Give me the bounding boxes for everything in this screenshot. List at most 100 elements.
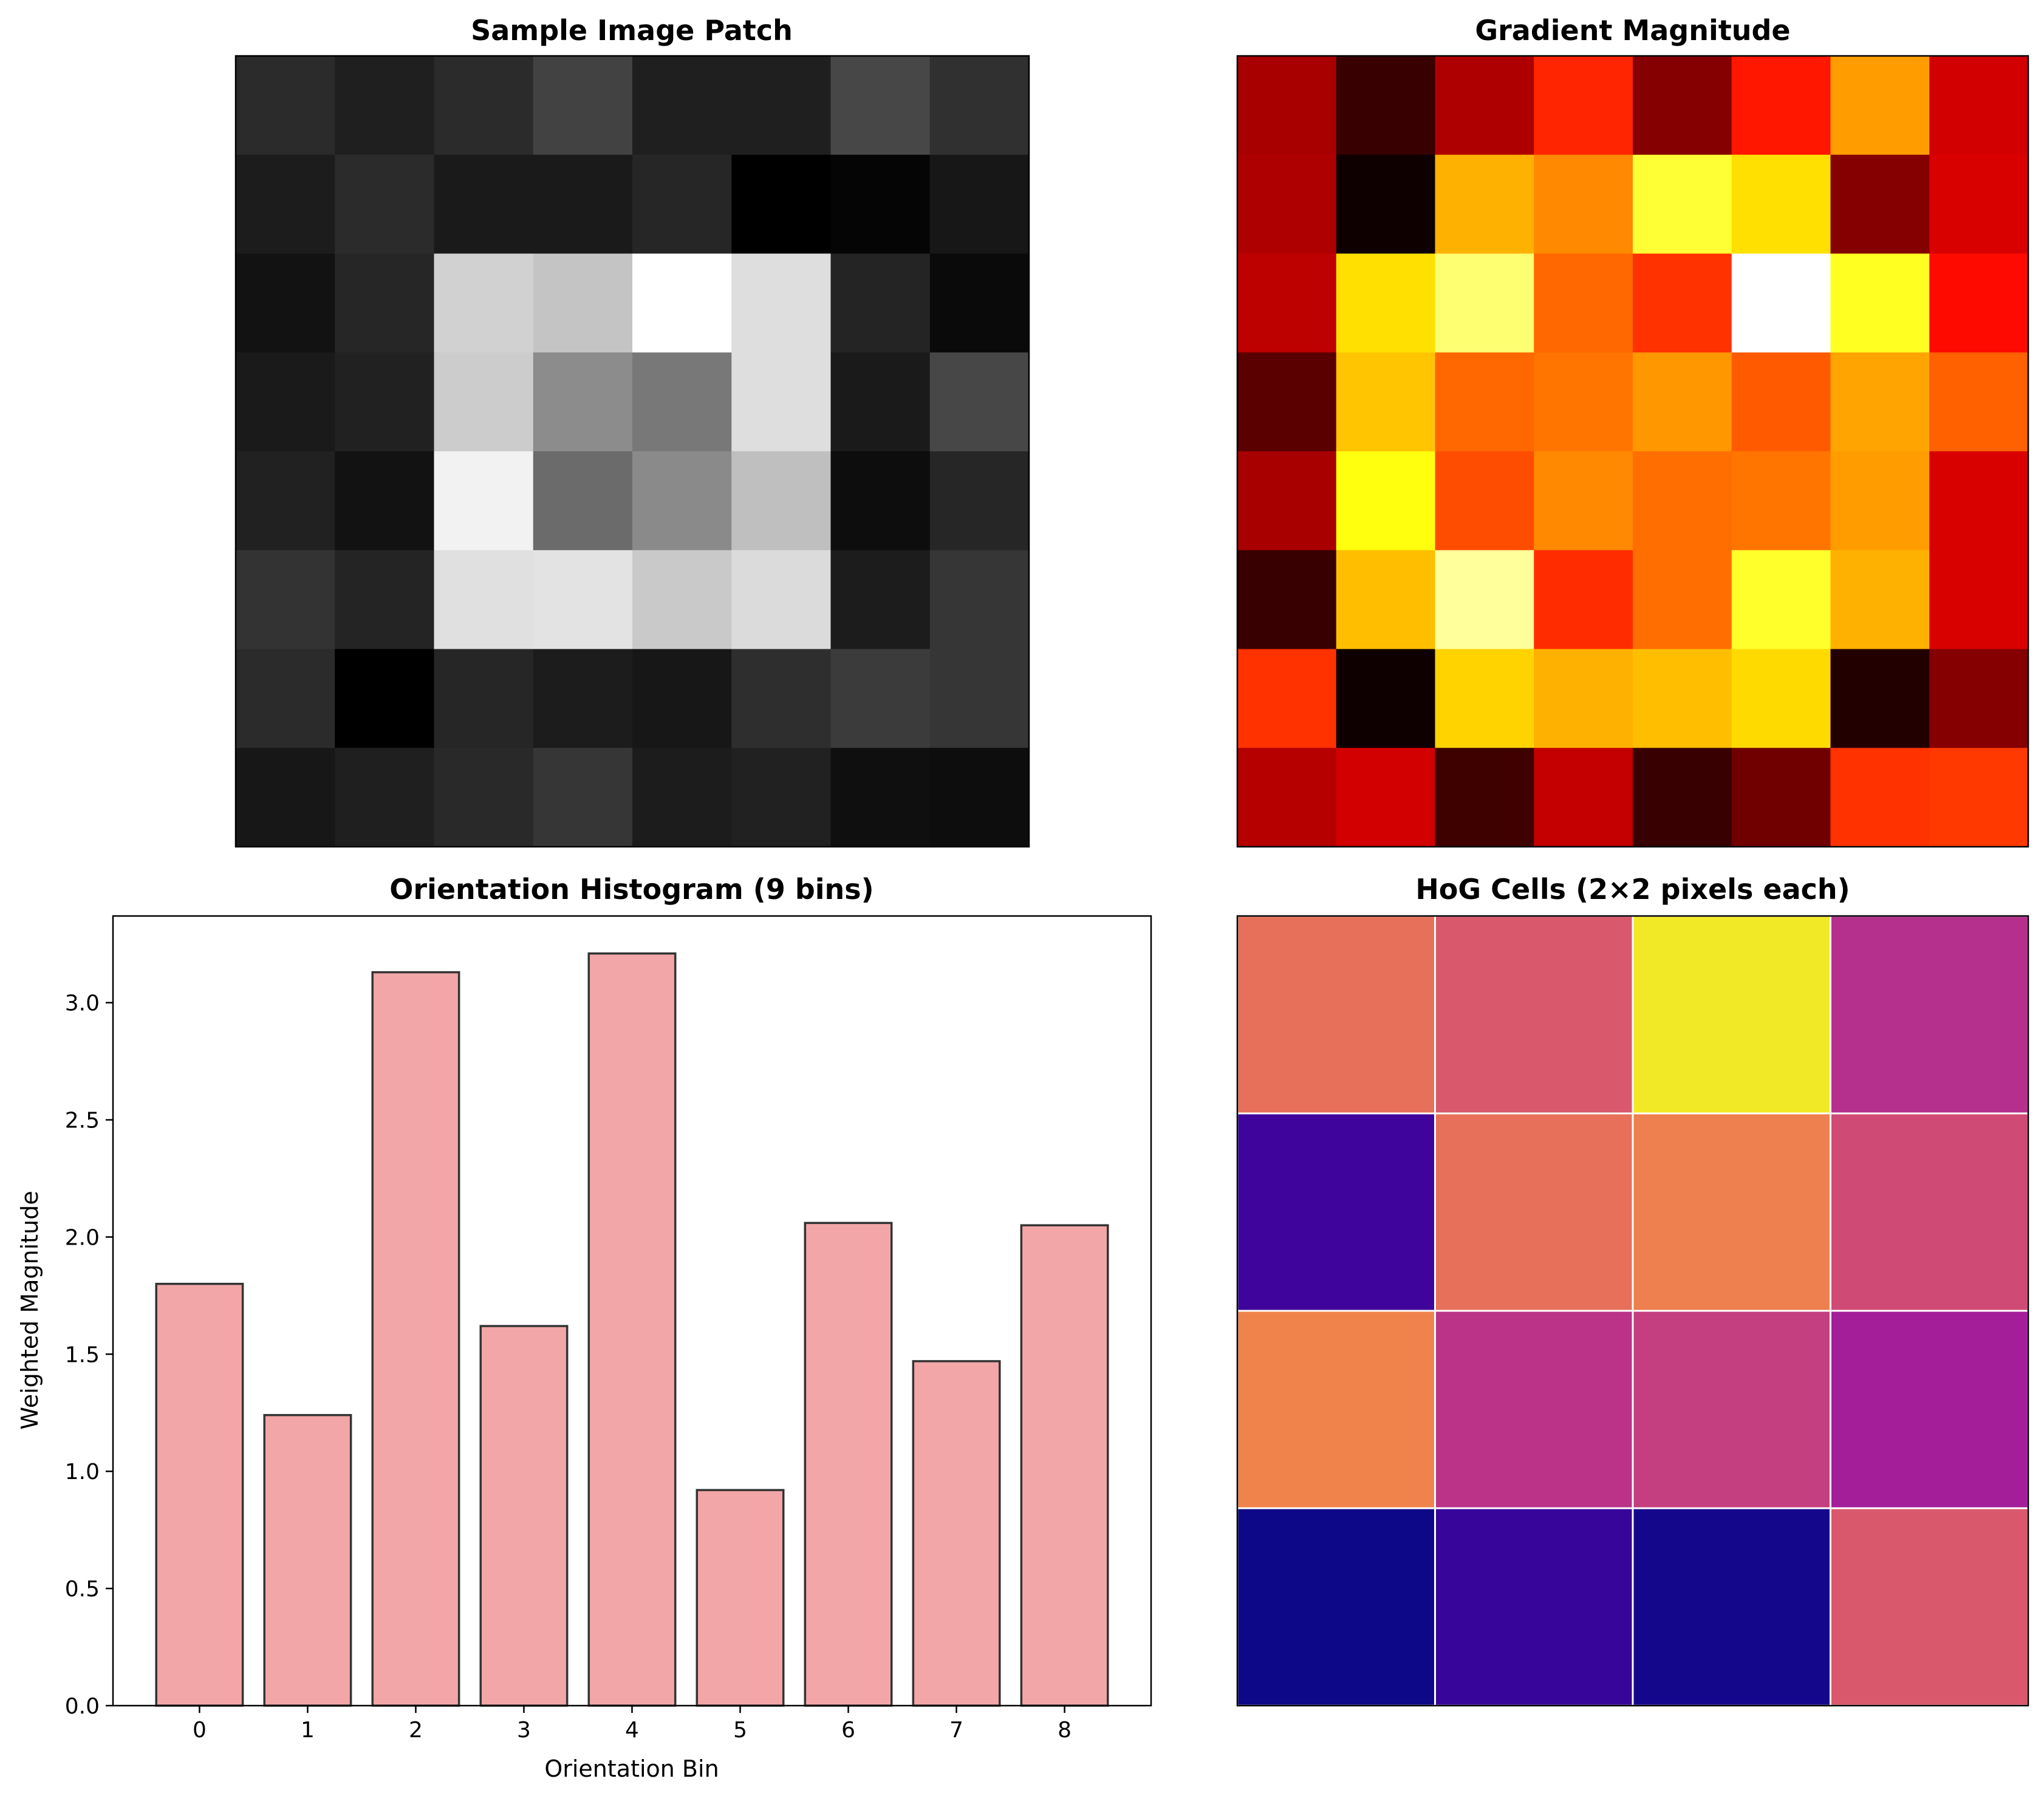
patch-cell [236, 748, 335, 847]
patch-cell [236, 550, 335, 649]
patch-cell [830, 451, 931, 551]
patch-cell [731, 748, 831, 847]
hog-cell [1434, 915, 1634, 1115]
patch-cell [434, 748, 534, 847]
patch-cell [335, 352, 434, 452]
patch-cell [929, 649, 1030, 748]
hog-cell [1236, 1507, 1436, 1707]
x-tick-label: 4 [625, 1718, 639, 1743]
gradient-cell [1237, 56, 1337, 155]
histogram-title: Orientation Histogram (9 bins) [389, 873, 873, 906]
patch-cell [236, 451, 335, 551]
gradient-cell [1534, 451, 1633, 551]
patch-cell [335, 56, 434, 155]
gradient-cell [1830, 154, 1930, 254]
gradient-cell [1633, 649, 1732, 748]
gradient-cell [1731, 451, 1831, 551]
patch-cell [731, 253, 831, 353]
gradient-cell [1929, 451, 2029, 551]
patch-cell [533, 352, 633, 452]
patch-cell [929, 56, 1030, 155]
x-tick-label: 8 [1058, 1718, 1072, 1743]
y-tick-label: 1.0 [65, 1460, 100, 1485]
gradient-cell [1435, 154, 1534, 254]
patch-cell [533, 649, 633, 748]
gradient-cell [1929, 550, 2029, 649]
histogram-ylabel: Weighted Magnitude [16, 1191, 43, 1429]
hog-cell [1632, 1310, 1831, 1509]
gradient-cell [1830, 550, 1930, 649]
x-tick-label: 3 [517, 1718, 531, 1743]
histogram-bar [1020, 1224, 1109, 1707]
gradient-cell [1435, 649, 1534, 748]
gradient-cell [1731, 352, 1831, 452]
gradient-cell [1830, 56, 1930, 155]
patch-cell [632, 649, 732, 748]
patch-cell [929, 154, 1030, 254]
gradient-cell [1534, 56, 1633, 155]
patch-cell [533, 154, 633, 254]
hog-cell [1830, 1507, 2029, 1707]
gradient-cell [1237, 550, 1337, 649]
x-tick-label: 6 [841, 1718, 855, 1743]
hog-cell [1632, 1112, 1831, 1312]
patch-cell [830, 649, 931, 748]
patch-cell [632, 451, 732, 551]
hog-cell [1632, 1507, 1831, 1707]
patch-cell [236, 649, 335, 748]
gradient-cell [1237, 154, 1337, 254]
histogram-plot: 0 1 2 3 4 5 6 7 8 0.0 0.5 1.0 1.5 2.0 2.5 3.0 [65, 915, 1152, 1743]
gradient-cell [1830, 352, 1930, 452]
patch-cell [335, 154, 434, 254]
gradient-cell [1633, 154, 1732, 254]
x-tick-label: 1 [301, 1718, 315, 1743]
histogram-bar [696, 1489, 785, 1707]
patch-frame [234, 55, 1030, 848]
patch-cell [830, 56, 931, 155]
patch-cell [434, 253, 534, 353]
histogram-bar [804, 1222, 893, 1707]
gradient-cell [1731, 649, 1831, 748]
patch-cell [830, 550, 931, 649]
patch-cell [434, 56, 534, 155]
patch-cell [236, 56, 335, 155]
gradient-cell [1731, 550, 1831, 649]
patch-title: Sample Image Patch [471, 14, 793, 47]
gradient-cell [1435, 253, 1534, 353]
gradient-cell [1633, 748, 1732, 847]
gradient-cell [1534, 550, 1633, 649]
patch-cell [434, 451, 534, 551]
x-tick-label: 7 [949, 1718, 963, 1743]
patch-cell [236, 352, 335, 452]
histogram-bar [587, 952, 677, 1707]
hog-cell [1236, 915, 1436, 1115]
gradient-cell [1633, 253, 1732, 353]
gradient-cell [1633, 550, 1732, 649]
patch-cell [632, 253, 732, 353]
gradient-title: Gradient Magnitude [1475, 14, 1790, 47]
gradient-cell [1633, 56, 1732, 155]
gradient-cell [1633, 352, 1732, 452]
patch-cell [236, 253, 335, 353]
gradient-cell [1830, 451, 1930, 551]
patch-cell [731, 56, 831, 155]
gradient-cell [1929, 352, 2029, 452]
gradient-cell [1435, 550, 1534, 649]
y-tick-label: 1.5 [65, 1342, 100, 1367]
patch-cell [731, 550, 831, 649]
y-tick-label: 2.0 [65, 1225, 100, 1250]
gradient-cell [1731, 154, 1831, 254]
gradient-cell [1731, 253, 1831, 353]
gradient-cell [1929, 649, 2029, 748]
hog-frame [1236, 915, 2029, 1707]
patch-cell [533, 253, 633, 353]
patch-cell [929, 748, 1030, 847]
gradient-cell [1237, 352, 1337, 452]
x-tick-label: 2 [409, 1718, 423, 1743]
patch-cell [533, 748, 633, 847]
y-tick-label: 2.5 [65, 1109, 100, 1133]
gradient-cell [1534, 649, 1633, 748]
gradient-cell [1929, 748, 2029, 847]
patch-cell [632, 352, 732, 452]
